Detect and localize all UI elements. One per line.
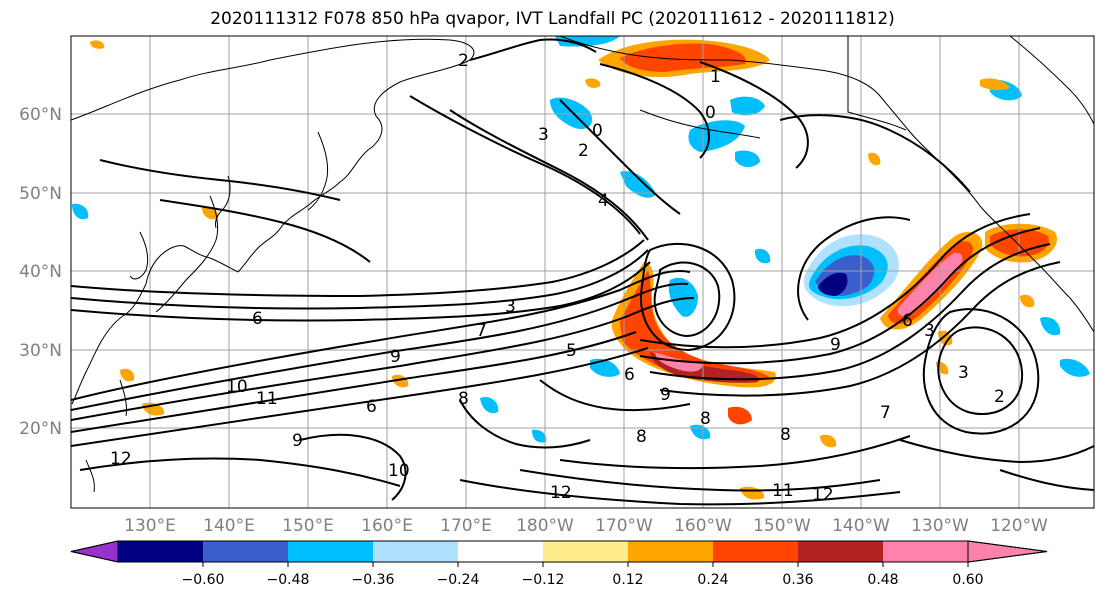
contour-label: 3 xyxy=(505,297,516,317)
contour-labels: 2 1 0 3 2 0 4 3 6 9 10 11 12 9 8 6 7 9 8… xyxy=(110,51,1005,505)
colorbar-tick-label: −0.60 xyxy=(182,572,225,588)
contour-label: 8 xyxy=(636,427,647,447)
contour-label: 8 xyxy=(780,425,791,445)
contour-label: 7 xyxy=(476,321,487,341)
contour-label: 7 xyxy=(880,403,891,423)
lon-label: 180°W xyxy=(516,516,574,536)
contour-label: 8 xyxy=(700,409,711,429)
contour-label: 2 xyxy=(458,51,469,71)
colorbar-tick-label: 0.48 xyxy=(867,572,898,588)
map-frame xyxy=(70,35,1095,509)
colorbar-ticks xyxy=(202,562,969,567)
lat-label: 30°N xyxy=(19,341,62,361)
contour-label: 12 xyxy=(812,485,834,505)
map-graticule xyxy=(71,36,1094,508)
lon-label: 150°E xyxy=(282,516,334,536)
colorbar-tick-label: 0.60 xyxy=(952,572,983,588)
contour-label: 6 xyxy=(902,311,913,331)
colorbar-tick-label: 0.36 xyxy=(782,572,813,588)
colorbar-segment xyxy=(203,541,288,562)
contour-label: 2 xyxy=(994,387,1005,407)
colorbar-tick-label: −0.48 xyxy=(267,572,310,588)
contour-label: 11 xyxy=(772,481,794,501)
contour-label: 12 xyxy=(550,483,572,503)
contour-label: 6 xyxy=(252,309,263,329)
latitude-labels: 60°N 50°N 40°N 30°N 20°N xyxy=(19,105,62,439)
colorbar: −0.60 −0.48 −0.36 −0.24 −0.12 0.12 0.24 … xyxy=(70,540,1048,588)
colorbar-segment xyxy=(458,541,543,562)
contour-label: 6 xyxy=(366,397,377,417)
contour-label: 10 xyxy=(388,461,410,481)
lon-label: 170°E xyxy=(440,516,492,536)
map-panel: 2 1 0 3 2 0 4 3 6 9 10 11 12 9 8 6 7 9 8… xyxy=(71,36,1094,508)
colorbar-tick-label: 0.24 xyxy=(697,572,728,588)
colorbar-segment xyxy=(798,541,883,562)
lat-label: 20°N xyxy=(19,419,62,439)
contour-label: 4 xyxy=(598,191,609,211)
lat-label: 50°N xyxy=(19,184,62,204)
lon-label: 160°W xyxy=(674,516,732,536)
colorbar-segment xyxy=(288,541,373,562)
colorbar-segment xyxy=(628,541,713,562)
colorbar-outline xyxy=(70,540,1048,563)
colorbar-under-extension xyxy=(70,540,119,563)
contour-label: 9 xyxy=(660,385,671,405)
contour-label: 5 xyxy=(566,341,577,361)
contour-label: 3 xyxy=(538,125,549,145)
lon-label: 170°W xyxy=(595,516,653,536)
lon-label: 140°W xyxy=(832,516,890,536)
lon-label: 120°W xyxy=(990,516,1048,536)
lon-label: 130°W xyxy=(911,516,969,536)
lat-label: 40°N xyxy=(19,262,62,282)
colorbar-over-extension xyxy=(967,540,1048,563)
contour-label: 12 xyxy=(110,449,132,469)
lat-label: 60°N xyxy=(19,105,62,125)
contour-label: 10 xyxy=(226,377,248,397)
contour-label: 6 xyxy=(624,365,635,385)
lon-label: 130°E xyxy=(124,516,176,536)
colorbar-segment xyxy=(373,541,458,562)
contour-label: 1 xyxy=(710,67,721,87)
lon-label: 150°W xyxy=(753,516,811,536)
colorbar-tick-label: −0.12 xyxy=(522,572,565,588)
contour-label: 9 xyxy=(292,431,303,451)
contour-label: 2 xyxy=(578,141,589,161)
colorbar-segment xyxy=(118,541,203,562)
lon-label: 140°E xyxy=(203,516,255,536)
contour-label: 0 xyxy=(705,103,716,123)
colorbar-segment xyxy=(543,541,628,562)
colorbar-segment xyxy=(883,541,968,562)
contour-label: 3 xyxy=(958,363,969,383)
contour-label: 8 xyxy=(458,389,469,409)
contour-label: 11 xyxy=(256,389,278,409)
colorbar-tick-label: −0.24 xyxy=(437,572,480,588)
figure-title: 2020111312 F078 850 hPa qvapor, IVT Land… xyxy=(210,9,895,29)
colorbar-tick-label: 0.12 xyxy=(612,572,643,588)
ivt-contours xyxy=(71,38,1094,506)
lon-label: 160°E xyxy=(361,516,413,536)
colorbar-segment xyxy=(713,541,798,562)
contour-label: 9 xyxy=(830,335,841,355)
colorbar-tick-label: −0.36 xyxy=(352,572,395,588)
contour-label: 3 xyxy=(924,321,935,341)
contour-label: 9 xyxy=(390,347,401,367)
longitude-labels: 130°E 140°E 150°E 160°E 170°E 180°W 170°… xyxy=(124,516,1048,536)
contour-label: 0 xyxy=(592,121,603,141)
